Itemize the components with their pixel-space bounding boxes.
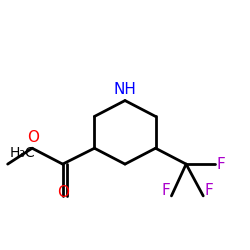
- Text: O: O: [27, 130, 39, 144]
- Text: NH: NH: [114, 82, 136, 97]
- Text: F: F: [162, 183, 170, 198]
- Text: F: F: [217, 156, 226, 172]
- Text: H₃C: H₃C: [10, 146, 36, 160]
- Text: O: O: [57, 184, 69, 200]
- Text: F: F: [204, 183, 213, 198]
